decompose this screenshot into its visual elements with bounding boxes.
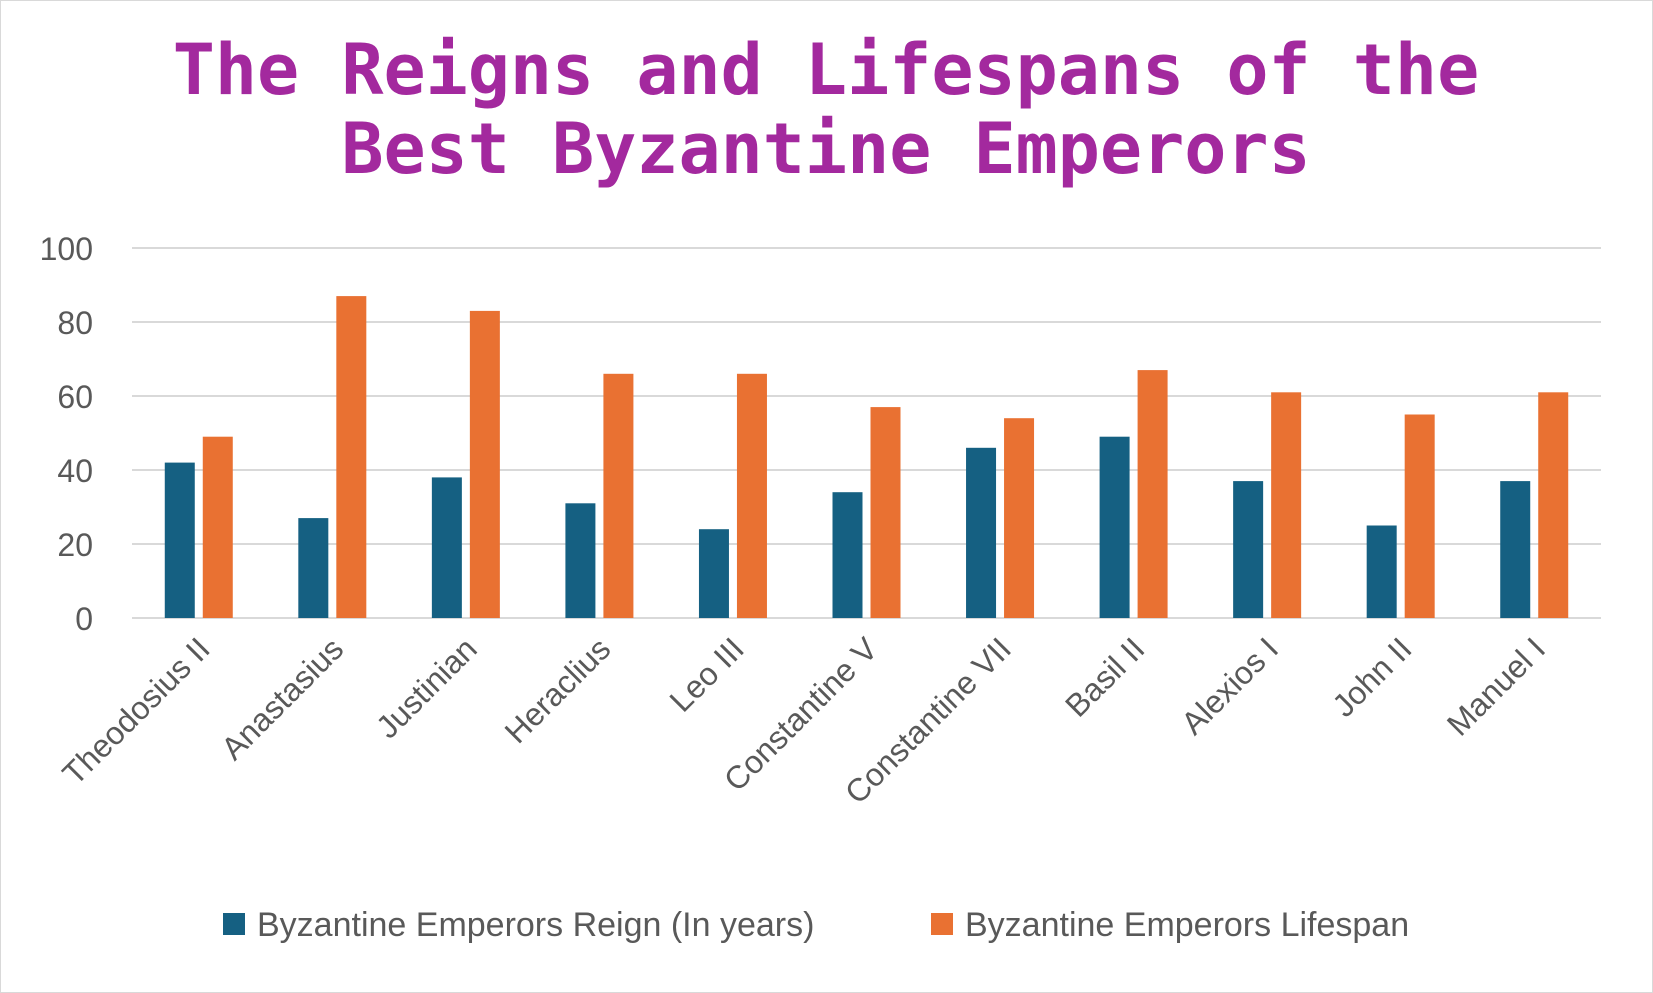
bar-reign-7 [1099,436,1130,618]
y-tick-label-80: 80 [57,305,93,341]
x-category-label-10: Manuel I [1440,630,1552,742]
y-tick-label-0: 0 [75,601,93,637]
bar-reign-9 [1366,525,1397,618]
x-category-label-3: Heraclius [498,630,618,750]
plot-bars [164,296,1569,618]
bar-reign-5 [832,492,863,618]
chart-title-line-2: Best Byzantine Emperors [341,108,1310,190]
plot-gridlines [132,247,1601,619]
y-tick-label-60: 60 [57,379,93,415]
y-tick-label-40: 40 [57,453,93,489]
x-category-label-4: Leo III [663,630,751,718]
bar-reign-4 [698,529,729,618]
bar-lifespan-6 [1004,418,1035,618]
x-category-label-8: Alexios I [1174,630,1285,741]
legend-label-reign: Byzantine Emperors Reign (In years) [257,906,814,944]
bar-reign-8 [1233,481,1264,618]
bar-lifespan-7 [1137,370,1168,618]
bar-reign-10 [1500,481,1531,618]
y-axis-tick-labels: 0 20 40 60 80 100 [40,231,93,637]
x-category-label-1: Anastasius [214,630,350,766]
bar-lifespan-2 [469,310,500,618]
bar-lifespan-10 [1538,392,1569,618]
y-tick-label-20: 20 [57,527,93,563]
bar-reign-2 [431,477,462,618]
chart-title-line-1: The Reigns and Lifespans of the [173,29,1479,111]
legend-swatch-lifespan [931,913,953,935]
bar-reign-1 [298,518,329,618]
x-category-label-2: Justinian [369,630,484,745]
x-category-label-7: Basil II [1058,630,1151,723]
bar-lifespan-3 [603,373,634,618]
x-category-label-9: John II [1325,630,1418,723]
y-tick-label-100: 100 [40,231,93,267]
legend-label-lifespan: Byzantine Emperors Lifespan [965,906,1409,944]
bar-reign-0 [164,462,195,618]
legend-swatch-reign [223,913,245,935]
bar-lifespan-1 [336,296,367,618]
bar-lifespan-4 [736,373,767,618]
bar-reign-6 [966,447,997,618]
legend: Byzantine Emperors Reign (In years) Byzan… [223,906,1409,944]
bar-lifespan-0 [202,436,233,618]
bar-lifespan-8 [1271,392,1302,618]
bar-reign-3 [565,503,596,618]
bar-lifespan-9 [1404,414,1435,618]
bar-lifespan-5 [870,407,901,618]
x-category-label-0: Theodosius II [55,630,216,791]
